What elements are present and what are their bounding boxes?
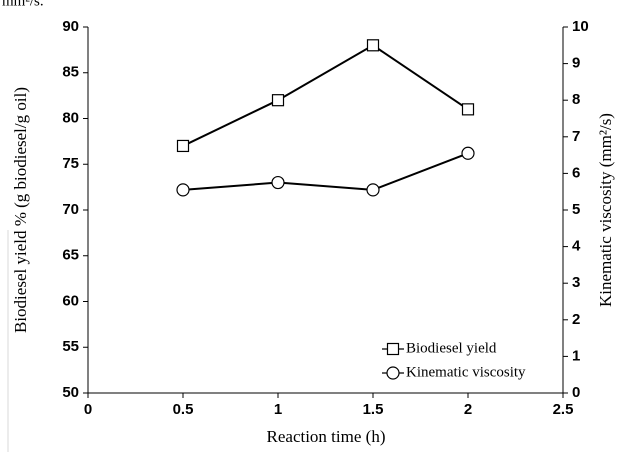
series-line xyxy=(182,44,469,147)
y-tick-label: 55 xyxy=(62,338,79,355)
y2-tick-label: 1 xyxy=(572,347,580,364)
y-tick-label: 60 xyxy=(62,292,79,309)
y2-tick-label: 2 xyxy=(572,311,580,328)
data-point xyxy=(176,183,190,197)
y-tick-label: 65 xyxy=(62,247,79,264)
y-tick-label: 75 xyxy=(62,155,79,172)
caption-fragment: mm²/s. xyxy=(2,0,44,9)
x-tick-label: 0 xyxy=(84,401,92,418)
data-point xyxy=(366,183,380,197)
y2-tick-label: 10 xyxy=(572,18,589,35)
y2-tick-label: 8 xyxy=(572,91,580,108)
y-tick-label: 80 xyxy=(62,109,79,126)
y2-tick-label: 4 xyxy=(572,238,581,255)
data-point xyxy=(461,103,475,116)
x-tick-label: 2.5 xyxy=(553,401,574,418)
y2-tick-label: 5 xyxy=(572,201,580,218)
data-point xyxy=(366,39,380,52)
y2-tick-label: 3 xyxy=(572,274,580,291)
series-line xyxy=(182,152,469,191)
x-tick-label: 1.5 xyxy=(363,401,384,418)
y-tick-label: 70 xyxy=(62,201,79,218)
y2-tick-label: 6 xyxy=(572,164,580,181)
legend-label: Biodiesel yield xyxy=(406,340,497,356)
y-tick-label: 50 xyxy=(62,384,79,401)
legend-marker xyxy=(386,366,400,380)
x-tick-label: 2 xyxy=(464,401,472,418)
x-tick-label: 1 xyxy=(274,401,282,418)
data-point xyxy=(176,139,190,153)
legend-label: Kinematic viscosity xyxy=(406,364,526,380)
y-tick-label: 90 xyxy=(62,18,79,35)
y2-tick-label: 7 xyxy=(572,128,580,145)
legend-marker xyxy=(386,342,400,356)
y-axis-title: Biodiesel yield % (g biodiesel/g oil) xyxy=(11,87,30,333)
data-point xyxy=(461,146,475,160)
y2-axis-title: Kinematic viscosity (mm²/s) xyxy=(596,113,615,307)
x-axis-title: Reaction time (h) xyxy=(267,427,386,446)
x-tick-label: 0.5 xyxy=(173,401,194,418)
y-tick-label: 85 xyxy=(62,64,79,81)
y2-tick-label: 0 xyxy=(572,384,580,401)
data-point xyxy=(271,94,285,107)
data-point xyxy=(271,175,285,190)
y2-tick-label: 9 xyxy=(572,55,580,72)
